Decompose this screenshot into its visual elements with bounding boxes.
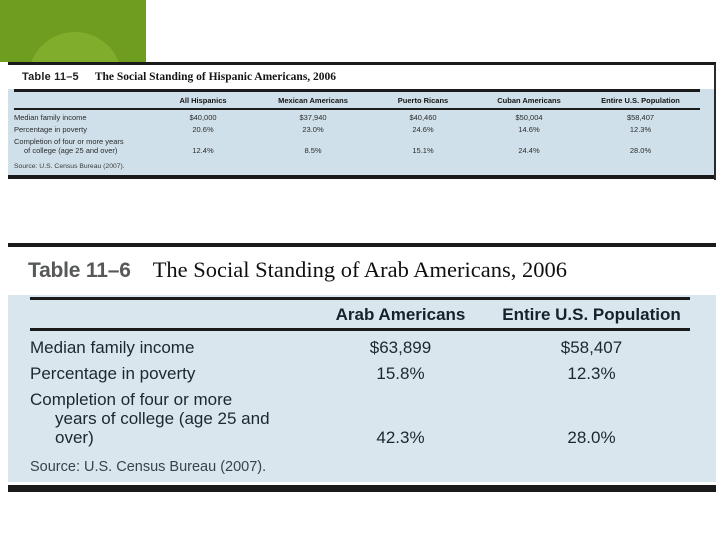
cell-value: 12.3% — [629, 124, 652, 134]
row-label: Median family income — [30, 338, 195, 357]
row-label-line1: Completion of four or more — [30, 390, 233, 409]
cell-value: 8.5% — [304, 146, 322, 155]
table-11-5-label: Table 11–5 — [22, 71, 79, 83]
divider-rule — [8, 174, 716, 179]
source-note: Source: U.S. Census Bureau (2007). — [14, 162, 125, 170]
column-header: Entire U.S. Population — [502, 305, 681, 324]
cell-value: 23.0% — [302, 124, 324, 134]
cell-value: $40,000 — [189, 112, 217, 122]
table-row: Median family income $40,000 $37,940 $40… — [14, 113, 700, 123]
table-11-6: Table 11–6 The Social Standing of Arab A… — [8, 243, 716, 492]
cell-value: $63,899 — [369, 338, 432, 357]
table-11-6-panel: Arab Americans Entire U.S. Population Me… — [8, 295, 716, 482]
cell-value: 15.8% — [376, 364, 425, 383]
corner-decoration-circle — [28, 32, 122, 62]
divider-rule — [30, 297, 690, 300]
cell-value: 28.0% — [567, 428, 616, 447]
header-spacer — [14, 96, 149, 105]
header-spacer — [30, 305, 308, 324]
divider-rule — [14, 89, 700, 92]
table-row: Percentage in poverty 15.8% 12.3% — [30, 364, 690, 383]
row-label: Percentage in poverty — [14, 124, 87, 134]
divider-rule — [30, 328, 690, 331]
table-11-5: Table 11–5 The Social Standing of Hispan… — [8, 62, 716, 180]
cell-value: $58,407 — [560, 338, 623, 357]
table-row: Percentage in poverty 20.6% 23.0% 24.6% … — [14, 125, 700, 135]
row-label: Completion of four or more years of coll… — [14, 137, 149, 156]
divider-rule — [8, 243, 716, 247]
source-note: Source: U.S. Census Bureau (2007). — [30, 459, 267, 475]
cell-value: $37,940 — [299, 112, 327, 122]
cell-value: 12.4% — [192, 146, 214, 155]
cell-value: 42.3% — [376, 428, 425, 447]
cell-value: 12.3% — [567, 364, 616, 383]
table-row: Completion of four or more years of coll… — [14, 137, 700, 156]
table-row: Completion of four or more years of coll… — [30, 390, 690, 447]
table-11-6-header-row: Arab Americans Entire U.S. Population — [30, 300, 690, 328]
cell-value: 24.6% — [412, 124, 434, 134]
divider-rule — [8, 485, 716, 492]
table-11-6-titlebar: Table 11–6 The Social Standing of Arab A… — [28, 255, 716, 286]
row-label-line2: of college (age 25 and over) — [24, 146, 118, 155]
cell-value: $40,460 — [409, 112, 437, 122]
row-label-line1: Completion of four or more years — [14, 136, 124, 146]
cell-value: 15.1% — [412, 146, 434, 155]
divider-rule — [14, 108, 700, 110]
cell-value: 28.0% — [629, 146, 652, 155]
cell-value: $58,407 — [626, 112, 655, 122]
column-header: Mexican Americans — [278, 96, 348, 105]
table-11-6-title: The Social Standing of Arab Americans, 2… — [152, 257, 567, 282]
corner-decoration-rect — [0, 0, 146, 62]
row-label-line2: years of college (age 25 and over) — [55, 409, 270, 447]
column-header: Cuban Americans — [497, 96, 561, 105]
row-label: Median family income — [14, 112, 87, 122]
table-11-5-titlebar: Table 11–5 The Social Standing of Hispan… — [8, 65, 716, 89]
divider-rule — [8, 62, 716, 65]
column-header: Puerto Ricans — [397, 96, 449, 105]
row-label: Completion of four or more years of coll… — [30, 390, 308, 447]
table-11-5-panel: All Hispanics Mexican Americans Puerto R… — [8, 89, 716, 175]
column-header: All Hispanics — [179, 96, 227, 105]
cell-value: 24.4% — [518, 146, 540, 155]
cell-value: 20.6% — [192, 124, 214, 134]
table-11-5-title: The Social Standing of Hispanic American… — [94, 71, 337, 83]
row-label: Percentage in poverty — [30, 364, 196, 383]
column-header: Arab Americans — [335, 305, 466, 324]
column-header: Entire U.S. Population — [601, 96, 680, 105]
scan-edge-line — [714, 64, 716, 180]
table-11-5-header-row: All Hispanics Mexican Americans Puerto R… — [14, 92, 700, 108]
table-row: Median family income $63,899 $58,407 — [30, 338, 690, 357]
cell-value: 14.6% — [518, 124, 540, 134]
table-11-6-label: Table 11–6 — [28, 259, 131, 282]
cell-value: $50,004 — [515, 112, 543, 122]
